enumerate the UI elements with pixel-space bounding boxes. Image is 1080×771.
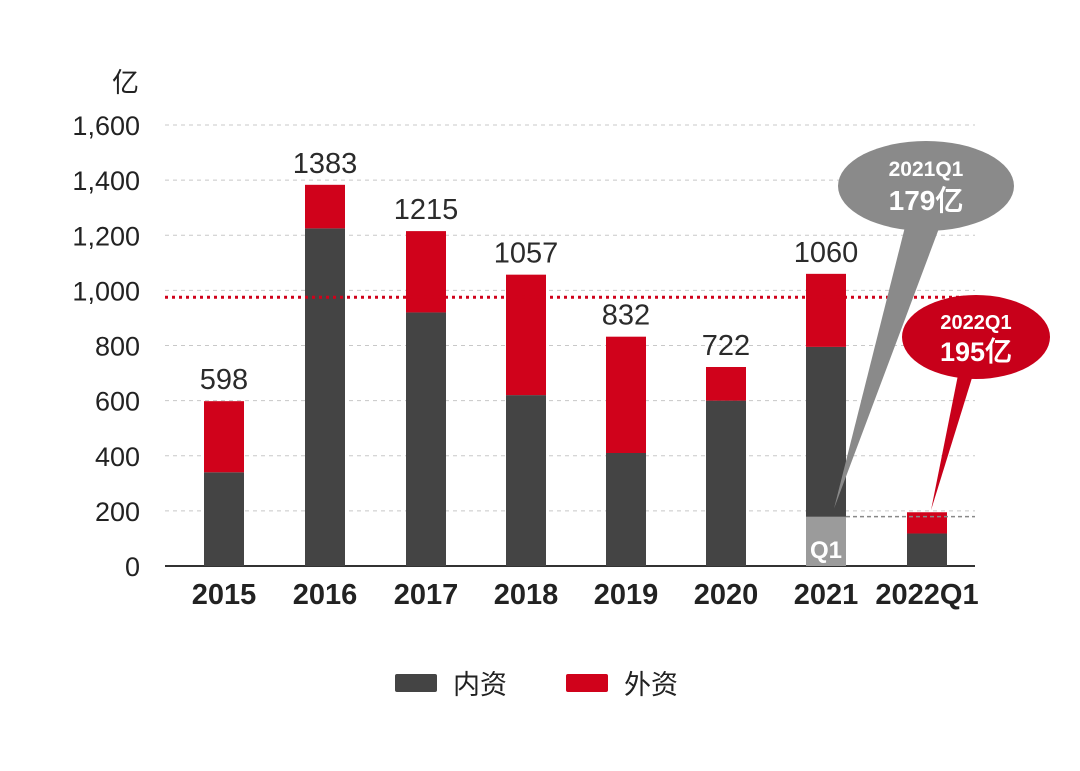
y-tick-label: 200	[95, 497, 140, 527]
data-label: 722	[702, 330, 750, 362]
y-tick-label: 800	[95, 332, 140, 362]
bar-segment	[506, 274, 546, 396]
bar-segment	[204, 401, 244, 473]
bar-segment	[506, 395, 546, 566]
y-tick-label: 1,200	[72, 221, 140, 251]
data-label: 832	[602, 300, 650, 332]
data-label: 598	[200, 364, 248, 396]
callouts: 2021Q1 179亿 2022Q1 195亿	[834, 141, 1050, 511]
callout-title: 2022Q1	[940, 312, 1011, 334]
legend: 内资 外资	[395, 670, 678, 701]
data-label: 1215	[394, 194, 459, 226]
y-axis: 亿 0 200 400 600 800 1,000 1,200 1,400 1,600	[72, 68, 975, 582]
callout-bubble	[838, 141, 1014, 231]
data-label: 1060	[794, 237, 859, 269]
x-tick-label: 2018	[494, 579, 559, 611]
y-tick-label: 600	[95, 387, 140, 417]
callout-value: 179亿	[889, 185, 964, 216]
bar-segment	[204, 472, 244, 566]
bar-segment	[406, 312, 446, 566]
x-tick-label: 2022Q1	[875, 579, 978, 611]
bar-segment	[406, 231, 446, 313]
legend-label: 内资	[453, 670, 507, 701]
callout-bubble	[902, 295, 1050, 379]
callout-pointer	[931, 365, 976, 511]
legend-label: 外资	[624, 670, 678, 701]
bar-segment	[806, 273, 846, 347]
x-tick-label: 2021	[794, 579, 859, 611]
legend-swatch	[566, 674, 608, 692]
bar-segment	[706, 366, 746, 401]
bar-segment	[606, 452, 646, 566]
callout-title: 2021Q1	[889, 158, 964, 181]
y-tick-label: 400	[95, 442, 140, 472]
data-label: 1383	[293, 148, 358, 180]
overlays: Q1	[165, 295, 975, 566]
labels: 2015 598 2016 1383 2017 1215 2018 1057 2019 832 20…	[192, 148, 979, 611]
y-axis-unit: 亿	[112, 68, 139, 99]
q1-marker-label: Q1	[810, 537, 842, 564]
x-tick-label: 2015	[192, 579, 257, 611]
callout-pointer	[834, 215, 944, 509]
q1-marker	[806, 516, 846, 566]
y-tick-label: 1,600	[72, 111, 140, 141]
x-tick-label: 2017	[394, 579, 459, 611]
y-tick-label: 1,400	[72, 166, 140, 196]
data-label: 1057	[494, 238, 559, 270]
bar-segment	[907, 512, 947, 534]
bar-segment	[305, 228, 345, 566]
y-tick-label: 0	[125, 552, 140, 582]
y-tick-label: 1,000	[72, 276, 140, 306]
x-tick-label: 2020	[694, 579, 759, 611]
bar-segment	[907, 533, 947, 566]
callout-value: 195亿	[940, 337, 1012, 367]
bar-segment	[305, 184, 345, 229]
legend-swatch	[395, 674, 437, 692]
x-tick-label: 2016	[293, 579, 358, 611]
bar-segment	[606, 336, 646, 453]
bar-segment	[706, 400, 746, 566]
x-tick-label: 2019	[594, 579, 659, 611]
